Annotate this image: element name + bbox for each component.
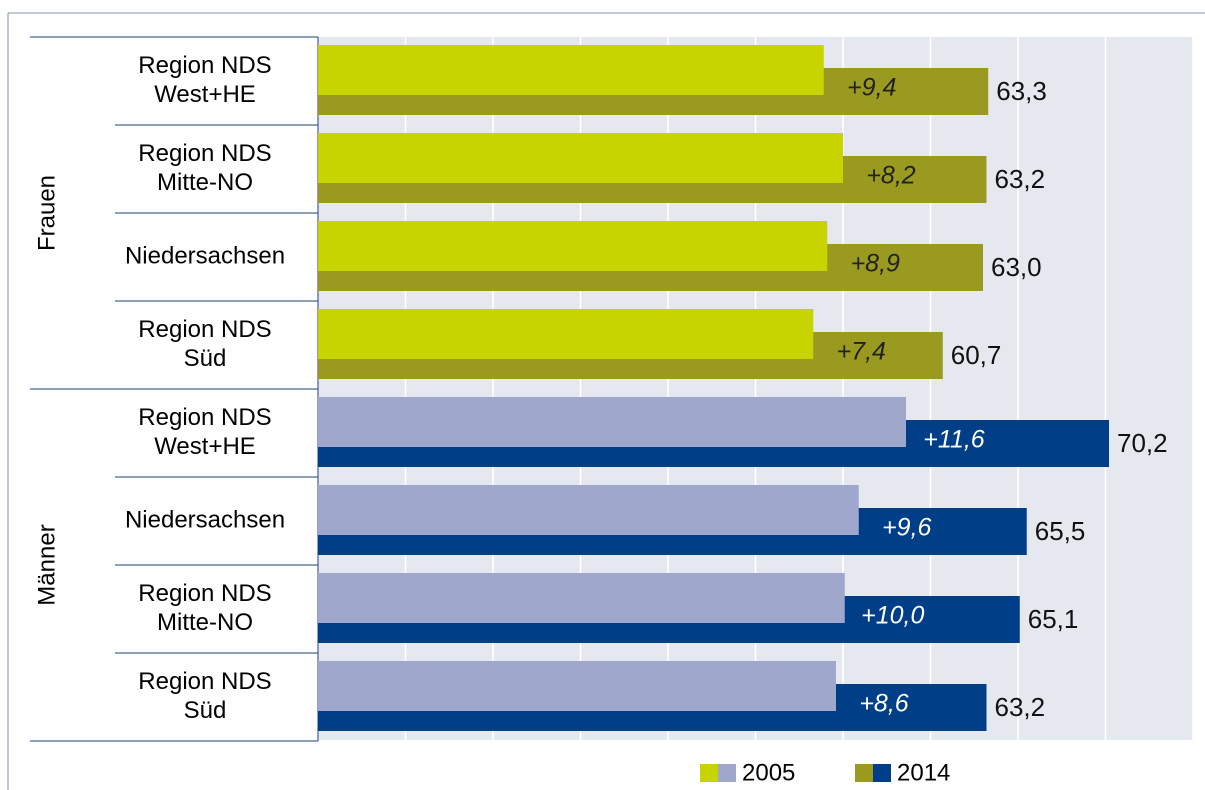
value-label: 60,7 xyxy=(951,340,1002,370)
change-label: +8,6 xyxy=(859,690,908,718)
change-label: +9,4 xyxy=(847,74,896,102)
bar xyxy=(318,485,859,535)
category-label: West+HE xyxy=(154,81,256,108)
category-label: Region NDS xyxy=(138,404,271,431)
legend-swatch xyxy=(855,764,873,782)
legend-swatch xyxy=(718,764,736,782)
value-label: 63,3 xyxy=(996,76,1047,106)
value-label: 63,0 xyxy=(991,252,1042,282)
bar xyxy=(318,573,845,623)
value-label: 63,2 xyxy=(995,164,1046,194)
bar xyxy=(318,133,843,183)
category-label: Mitte-NO xyxy=(157,609,253,636)
category-label: Mitte-NO xyxy=(157,169,253,196)
legend-label: 2005 xyxy=(742,759,795,786)
legend-label: 2014 xyxy=(897,759,950,786)
value-label: 65,1 xyxy=(1028,604,1079,634)
category-label: Region NDS xyxy=(138,580,271,607)
category-label: Süd xyxy=(184,697,227,724)
category-label: Region NDS xyxy=(138,140,271,167)
change-label: +7,4 xyxy=(837,338,886,366)
category-label: Region NDS xyxy=(138,52,271,79)
category-label: West+HE xyxy=(154,433,256,460)
bar xyxy=(318,45,824,95)
category-label: Region NDS xyxy=(138,316,271,343)
change-label: +11,6 xyxy=(923,426,984,454)
category-label: Niedersachsen xyxy=(125,506,285,533)
legend-swatch xyxy=(700,764,718,782)
bar xyxy=(318,397,906,447)
value-label: 63,2 xyxy=(995,692,1046,722)
category-label: Niedersachsen xyxy=(125,242,285,269)
value-label: 65,5 xyxy=(1035,516,1086,546)
value-label: 70,2 xyxy=(1117,428,1168,458)
category-label: Region NDS xyxy=(138,668,271,695)
bar xyxy=(318,661,836,711)
group-label: Frauen xyxy=(33,175,60,251)
group-label: Männer xyxy=(33,524,60,605)
change-label: +10,0 xyxy=(861,602,924,630)
bar xyxy=(318,221,828,271)
change-label: +8,2 xyxy=(866,162,915,190)
change-label: +8,9 xyxy=(851,250,900,278)
change-label: +9,6 xyxy=(882,514,931,542)
legend-swatch xyxy=(873,764,891,782)
bar xyxy=(318,309,814,359)
category-label: Süd xyxy=(184,345,227,372)
